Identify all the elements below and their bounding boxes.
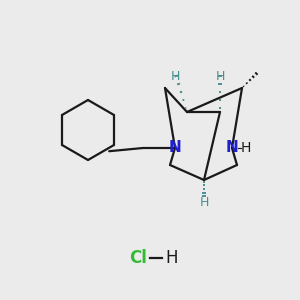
Text: H: H [199,196,209,209]
Text: N: N [226,140,238,155]
Text: H: H [166,249,178,267]
Text: H: H [170,70,180,83]
Text: N: N [169,140,182,155]
Text: H: H [241,141,251,155]
Text: Cl: Cl [129,249,147,267]
Text: H: H [215,70,225,83]
